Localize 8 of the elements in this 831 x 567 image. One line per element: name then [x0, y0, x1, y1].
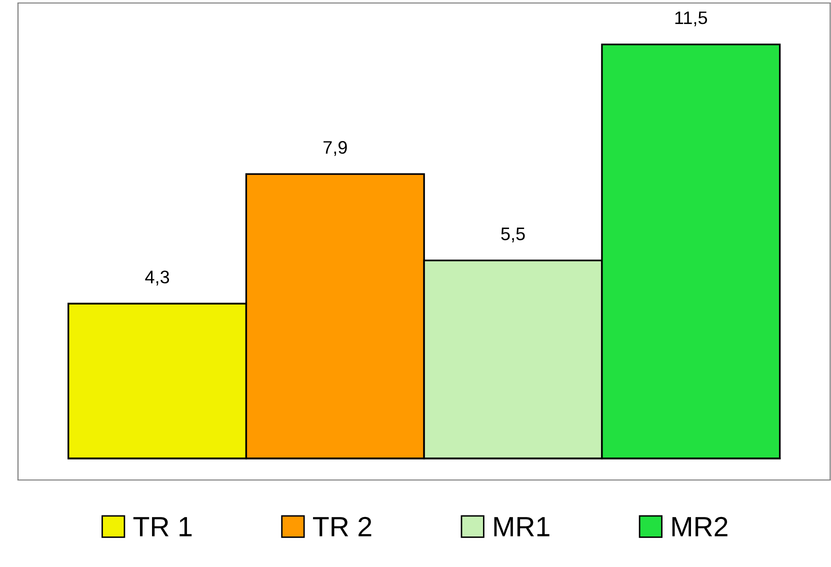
- data-label: 11,5: [675, 12, 708, 26]
- legend-label: TR 2: [313, 516, 372, 536]
- legend-label: TR 1: [133, 517, 192, 536]
- data-label: 4,3: [145, 270, 170, 286]
- legend-label: MR1: [494, 517, 550, 536]
- legend-label: MR2: [672, 516, 728, 536]
- data-label: 5,5: [501, 228, 525, 242]
- data-label: 7,9: [324, 141, 347, 156]
